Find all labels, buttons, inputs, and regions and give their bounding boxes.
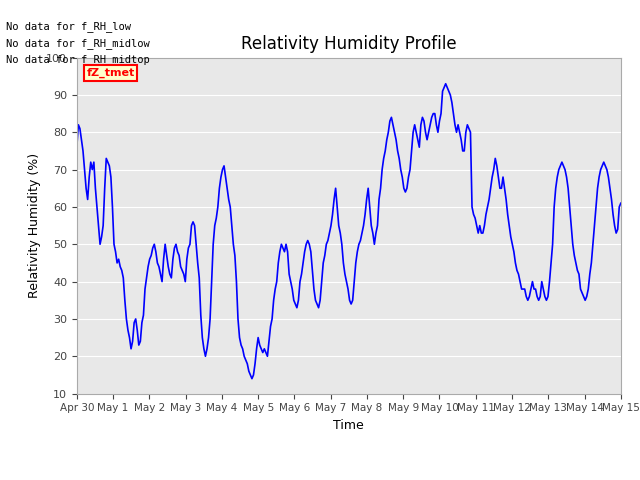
Text: No data for f_RH_midlow: No data for f_RH_midlow <box>6 37 150 48</box>
Legend: 22m: 22m <box>316 474 382 480</box>
Text: No data for f_RH_low: No data for f_RH_low <box>6 21 131 32</box>
X-axis label: Time: Time <box>333 419 364 432</box>
Text: fZ_tmet: fZ_tmet <box>86 68 134 78</box>
Title: Relativity Humidity Profile: Relativity Humidity Profile <box>241 35 456 53</box>
Y-axis label: Relativity Humidity (%): Relativity Humidity (%) <box>28 153 40 298</box>
Text: No data for f_RH_midtop: No data for f_RH_midtop <box>6 54 150 65</box>
